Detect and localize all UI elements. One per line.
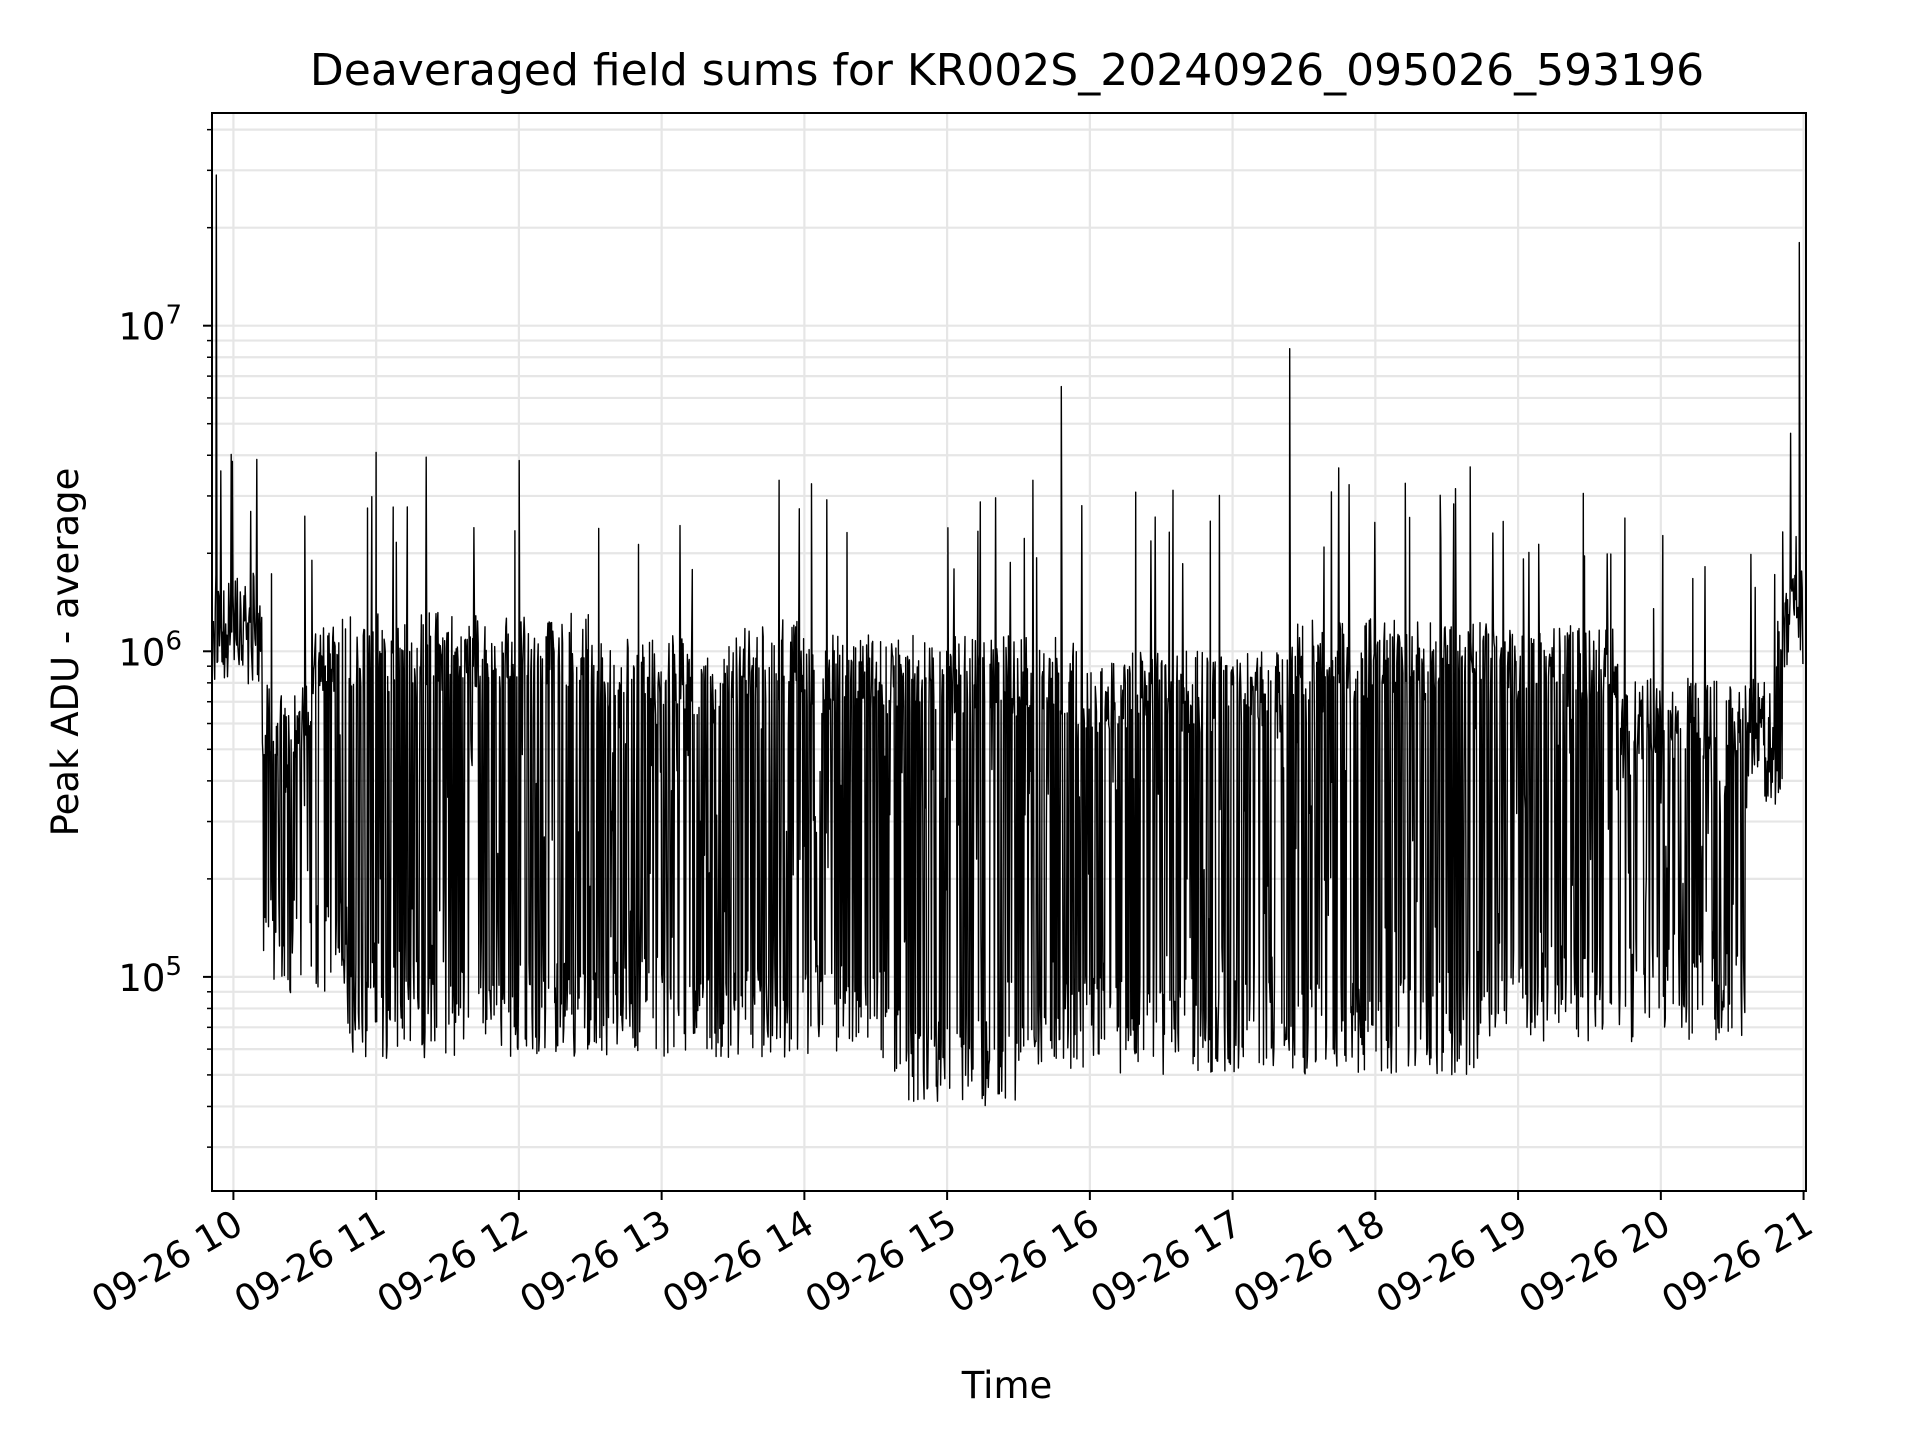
y-tick-label: 106 xyxy=(118,626,182,674)
y-tick-label: 105 xyxy=(118,952,182,1000)
y-tick-label: 107 xyxy=(118,301,182,349)
y-axis-label: Peak ADU - average xyxy=(44,468,87,837)
chart-title: Deaveraged field sums for KR002S_2024092… xyxy=(310,45,1704,96)
series-line xyxy=(212,174,1804,1107)
x-axis-label: Time xyxy=(961,1364,1053,1407)
series-path xyxy=(212,174,1804,1107)
y-axis: 105 106 107 xyxy=(118,128,212,1148)
